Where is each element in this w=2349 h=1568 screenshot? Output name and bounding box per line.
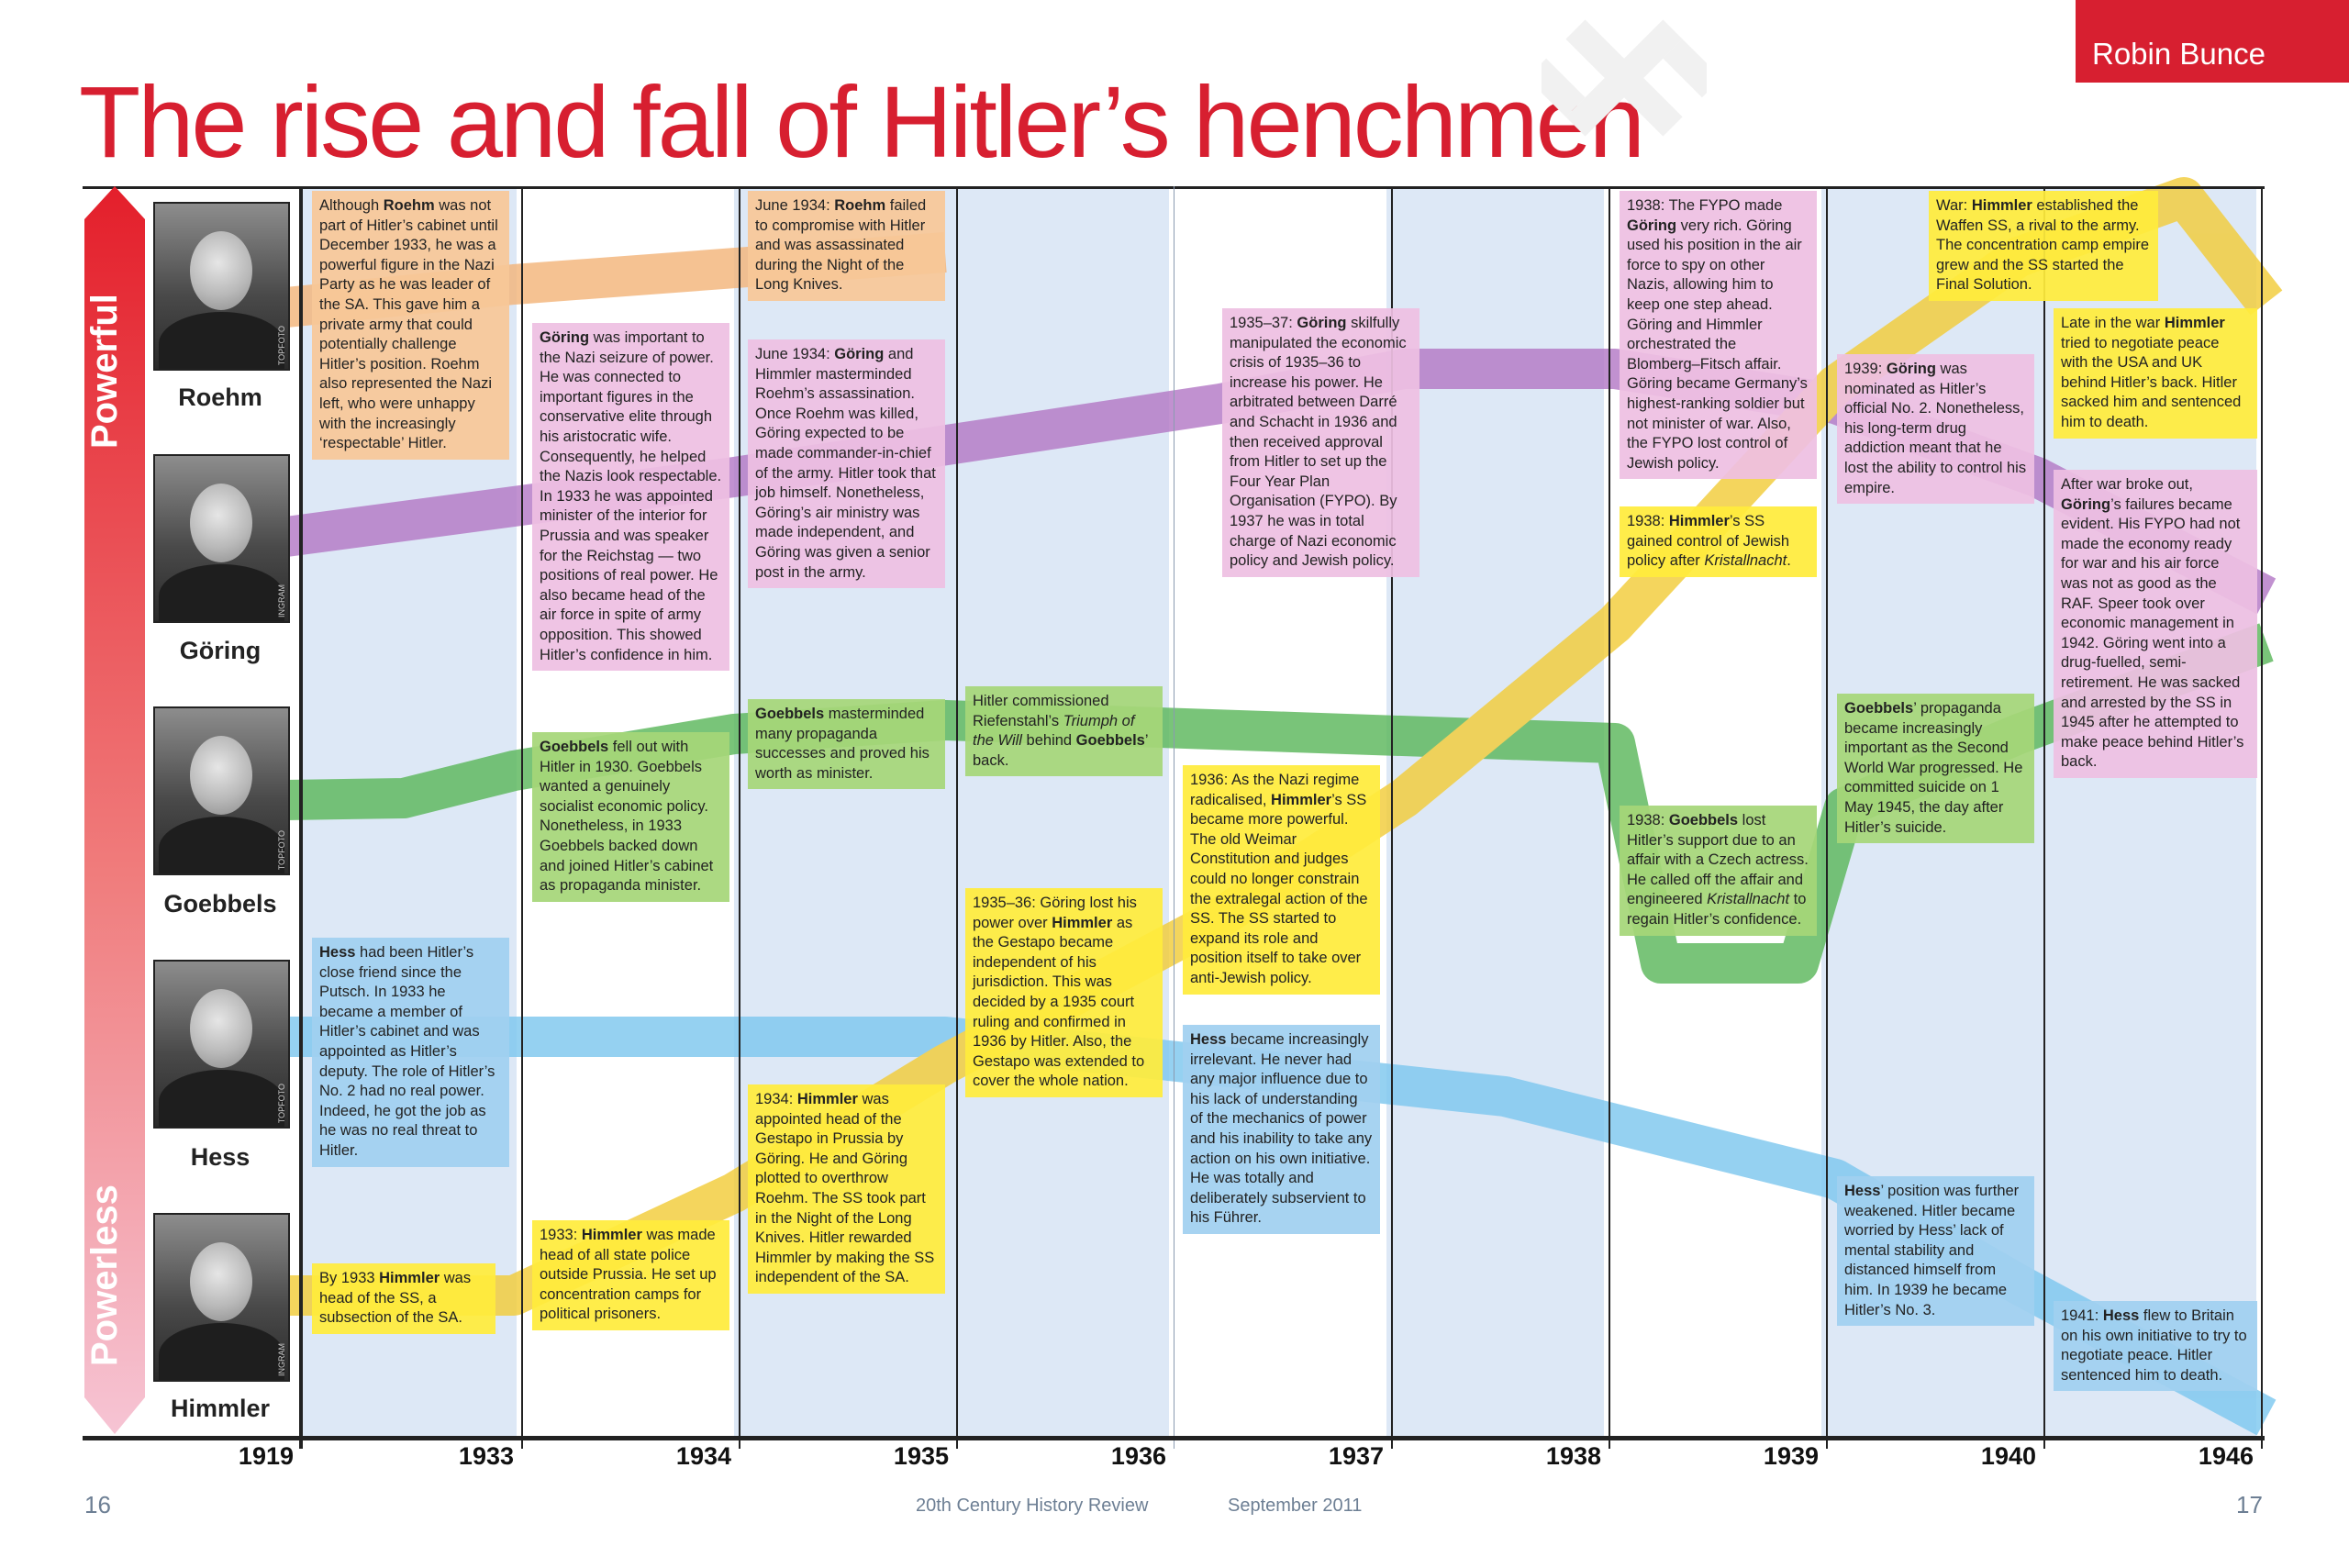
person-name: Goebbels: [163, 890, 277, 917]
note-goring-1946: After war broke out, Göring’s failures b…: [2054, 470, 2257, 778]
note-goebbels-1934: Goebbels masterminded many propaganda su…: [748, 699, 945, 790]
note-goring-1936: 1935–37: Göring skilfully manipulated th…: [1222, 308, 1419, 577]
person-name: Göring: [179, 637, 262, 664]
issue-date: September 2011: [1228, 1496, 1363, 1516]
powerful-label: Powerful: [84, 294, 125, 450]
note-goebbels-1935: Hitler commissioned Riefenstahl’s Triump…: [965, 686, 1163, 777]
year-label: 1933: [458, 1442, 514, 1470]
note-himmler-1919: By 1933 Himmler was head of the SS, a su…: [312, 1263, 495, 1334]
note-goring-1939: 1939: Göring was nominated as Hitler’s o…: [1837, 354, 2034, 505]
gridline-1937: [1391, 186, 1393, 1449]
author-tab: [2076, 0, 2349, 83]
year-label: 1940: [1980, 1442, 2036, 1470]
year-label: 1946: [2198, 1442, 2254, 1470]
note-himmler-1934: 1934: Himmler was appointed head of the …: [748, 1084, 945, 1294]
note-hess-1919: Hess had been Hitler’s close friend sinc…: [312, 938, 509, 1167]
goebbels-photo: TOPFOTO: [153, 706, 290, 875]
note-roehm-1934: June 1934: Roehm failed to compromise wi…: [748, 191, 945, 301]
chart-left-axis: [299, 186, 303, 1449]
powerless-label: Powerless: [84, 1184, 125, 1366]
year-label: 1934: [675, 1442, 731, 1470]
page-number-left: 16: [84, 1491, 111, 1518]
swastika-watermark: [1542, 19, 1707, 137]
note-himmler-1946: Late in the war Himmler tried to negotia…: [2054, 308, 2257, 439]
year-label: 1935: [893, 1442, 949, 1470]
note-roehm-1919: Although Roehm was not part of Hitler’s …: [312, 191, 509, 460]
person-name: Roehm: [178, 384, 262, 411]
goring-photo: INGRAM: [153, 454, 290, 623]
himmler-photo: INGRAM: [153, 1213, 290, 1382]
gridline-1939: [1826, 186, 1828, 1449]
note-goring-1933: Göring was important to the Nazi seizure…: [532, 323, 729, 672]
gridline-1938: [1609, 186, 1610, 1449]
note-goebbels-1938: 1938: Goebbels lost Hitler’s support due…: [1620, 806, 1817, 936]
gridline-1935: [956, 186, 958, 1449]
note-goring-1935: 1935–36: Göring lost his power over Himm…: [965, 888, 1163, 1097]
note-hess-1946: 1941: Hess flew to Britain on his own in…: [2054, 1301, 2257, 1392]
gridline-1946: [2261, 186, 2263, 1449]
note-hess-1936: Hess became increasingly irrelevant. He …: [1183, 1025, 1380, 1234]
person-name: Hess: [190, 1143, 250, 1171]
band-1935: [952, 186, 1169, 1438]
note-goring-1938: 1938: The FYPO made Göring very rich. Gö…: [1620, 191, 1817, 480]
year-label: 1938: [1545, 1442, 1601, 1470]
year-label: 1936: [1110, 1442, 1166, 1470]
author-name: Robin Bunce: [2092, 37, 2266, 71]
year-label: 1919: [238, 1442, 294, 1470]
hess-photo: TOPFOTO: [153, 960, 290, 1129]
year-label: 1937: [1328, 1442, 1384, 1470]
note-hess-1939: Hess’ position was further weakened. Hit…: [1837, 1176, 2034, 1327]
note-goebbels-1933: Goebbels fell out with Hitler in 1930. G…: [532, 732, 729, 902]
publication-name: 20th Century History Review: [916, 1496, 1149, 1516]
note-himmler-1940: War: Himmler established the Waffen SS, …: [1929, 191, 2158, 301]
chart-bottom-axis: [83, 1436, 2265, 1440]
person-name: Himmler: [170, 1395, 271, 1422]
note-himmler-1938: 1938: Himmler’s SS gained control of Jew…: [1620, 506, 1817, 577]
band-1937: [1386, 186, 1604, 1438]
year-label: 1939: [1763, 1442, 1819, 1470]
note-himmler-1933: 1933: Himmler was made head of all state…: [532, 1220, 729, 1330]
note-goebbels-1939: Goebbels’ propaganda became increasingly…: [1837, 694, 2034, 844]
roehm-photo: TOPFOTO: [153, 202, 290, 371]
gridline-1933: [521, 186, 523, 1449]
power-scale-arrow: [84, 186, 145, 1434]
gridline-1934: [739, 186, 740, 1449]
note-himmler-1936: 1936: As the Nazi regime radicalised, Hi…: [1183, 765, 1380, 995]
gridline-1940: [2043, 186, 2045, 1449]
note-goring-1934: June 1934: Göring and Himmler mastermind…: [748, 339, 945, 589]
page-title: The rise and fall of Hitler’s henchmen: [79, 66, 1645, 179]
page-number-right: 17: [2236, 1491, 2263, 1518]
